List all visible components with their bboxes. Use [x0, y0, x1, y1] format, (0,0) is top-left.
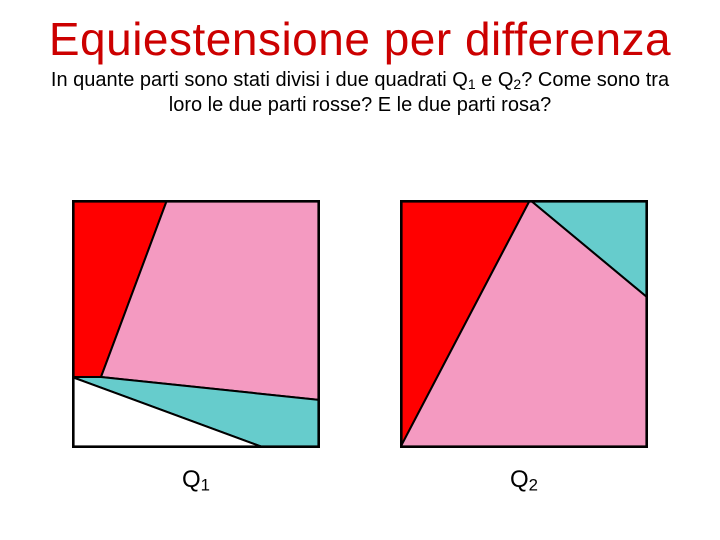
caption-q2-sub: 2 [529, 475, 538, 494]
caption-q2: Q2 [510, 466, 538, 495]
question-text: In quante parti sono stati divisi i due … [0, 66, 720, 118]
square-q1 [72, 200, 320, 448]
body-text-sub-1: 1 [468, 76, 476, 92]
caption-q1-base: Q [182, 466, 201, 493]
caption-q1: Q1 [182, 466, 210, 495]
square-q2-svg [400, 200, 648, 448]
square-q2 [400, 200, 648, 448]
figure-q2: Q2 [400, 200, 648, 495]
caption-q1-sub: 1 [201, 475, 210, 494]
caption-q2-base: Q [510, 466, 529, 493]
body-text-part-1: In quante parti sono stati divisi i due … [51, 69, 468, 91]
figure-q1: Q1 [72, 200, 320, 495]
slide-title: Equiestensione per differenza [0, 0, 720, 66]
body-text-part-2: e Q [476, 69, 514, 91]
square-q1-svg [72, 200, 320, 448]
